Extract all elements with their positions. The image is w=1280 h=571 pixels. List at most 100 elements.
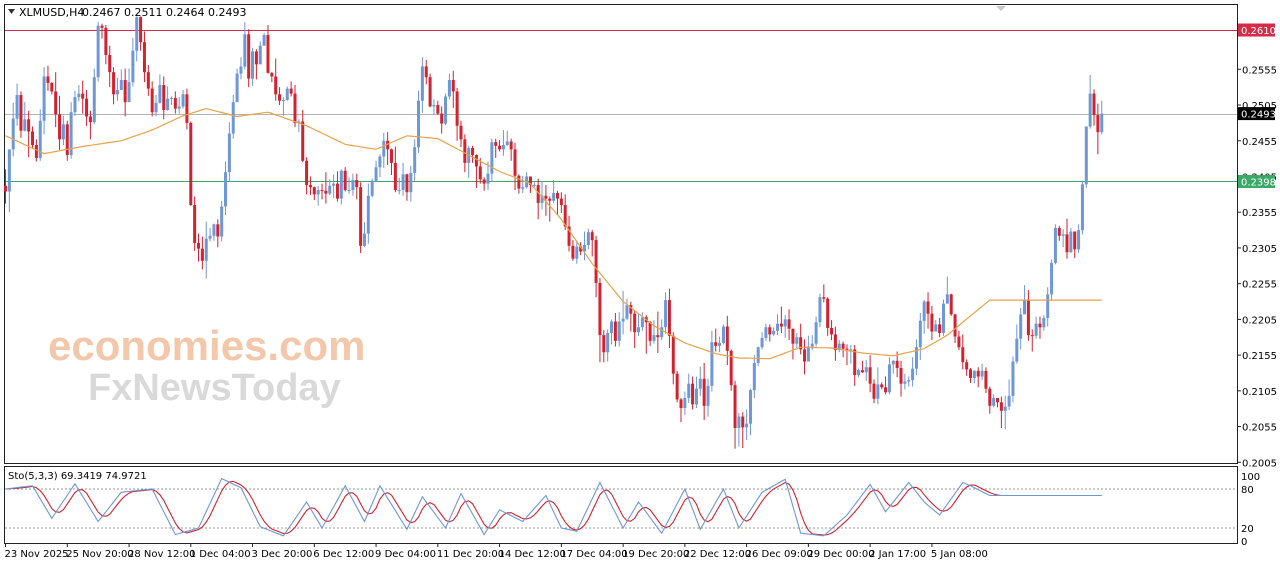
candle [610, 319, 614, 345]
candle [772, 327, 776, 336]
candle-body [664, 300, 668, 328]
time-tick-label: 6 Dec 12:00 [313, 549, 374, 560]
candle [374, 160, 378, 182]
candle [482, 177, 486, 191]
candle-body [339, 170, 343, 199]
candle [907, 376, 911, 387]
candle-body [667, 300, 671, 336]
candle-body [343, 170, 347, 191]
candle-body [274, 76, 278, 95]
candle-body [142, 42, 146, 73]
candle-body [544, 195, 548, 199]
candle-body [969, 369, 972, 378]
candle [737, 412, 741, 447]
candle-body [100, 25, 104, 28]
candle-body [46, 76, 50, 83]
candle [1084, 126, 1088, 188]
candle-body [96, 25, 100, 78]
candle [945, 276, 949, 304]
candle [301, 110, 305, 163]
candle [1088, 75, 1092, 129]
candle-body [251, 51, 255, 79]
candle-body [324, 190, 328, 194]
candle [598, 277, 602, 363]
triangle-down-icon[interactable] [8, 9, 15, 14]
candle [142, 31, 146, 83]
candle-body [926, 301, 930, 314]
candle [1015, 324, 1019, 364]
resistance-price-label: 0.2610 [1238, 23, 1276, 37]
candle-body [868, 367, 872, 384]
candle [891, 360, 895, 374]
candle [617, 312, 621, 347]
candle-body [359, 187, 363, 246]
candle [351, 173, 355, 196]
candle [552, 180, 556, 203]
candle-body [146, 72, 150, 89]
candle [239, 57, 243, 80]
candle-body [555, 192, 559, 199]
candle-body [73, 97, 77, 113]
candle-body [1073, 231, 1077, 250]
candle [1011, 356, 1015, 403]
candle-body [169, 97, 173, 99]
candle-body [131, 50, 135, 83]
candle-body [872, 383, 876, 399]
candle-body [625, 305, 629, 319]
time-tick-label: 9 Dec 04:00 [375, 549, 436, 560]
candle-body [200, 248, 204, 261]
candle-body [289, 88, 293, 94]
candle [544, 185, 548, 216]
time-tick-label: 5 Jan 08:00 [931, 549, 988, 560]
candle-body [864, 367, 868, 373]
stochastic-signal-line [5, 480, 1102, 536]
candle [208, 227, 212, 242]
candle [119, 69, 123, 91]
candle [158, 74, 162, 104]
candle [289, 81, 293, 97]
candle [85, 90, 89, 126]
candle-body [154, 102, 158, 113]
candle-body [393, 162, 397, 191]
candle [748, 388, 752, 436]
candle-body [783, 319, 787, 327]
candle-body [150, 88, 154, 113]
candle [474, 154, 478, 188]
candle [185, 88, 189, 130]
candle [366, 183, 370, 244]
candle [409, 165, 413, 202]
candle [602, 330, 606, 363]
candle [1053, 224, 1057, 265]
candle [513, 142, 517, 191]
candle-body [768, 327, 772, 335]
candle-body [444, 96, 448, 124]
candle-body [158, 85, 162, 103]
candle-body [1034, 323, 1038, 336]
candle [918, 312, 922, 361]
watermark-line2: FxNewsToday [88, 367, 341, 409]
candle-body [918, 320, 922, 348]
candle-body [19, 95, 23, 131]
candle-body [112, 72, 116, 95]
candle-body [278, 94, 282, 101]
candle-body [135, 17, 139, 51]
candle [231, 95, 235, 139]
price-tick-label: 0.2455 [1242, 137, 1277, 148]
candle-body [941, 303, 945, 333]
candle-body [752, 362, 756, 391]
candle [27, 110, 31, 158]
candle-body [1100, 113, 1104, 133]
candle [536, 178, 540, 220]
candle-body [1042, 317, 1046, 328]
candle-body [505, 141, 509, 146]
candle-body [914, 347, 918, 369]
candle [424, 60, 428, 85]
scroll-marker-icon[interactable] [996, 6, 1006, 11]
candle [818, 293, 822, 328]
candle-body [301, 121, 305, 161]
candle-body [92, 77, 96, 123]
candle-body [694, 388, 698, 405]
candle [417, 90, 421, 153]
